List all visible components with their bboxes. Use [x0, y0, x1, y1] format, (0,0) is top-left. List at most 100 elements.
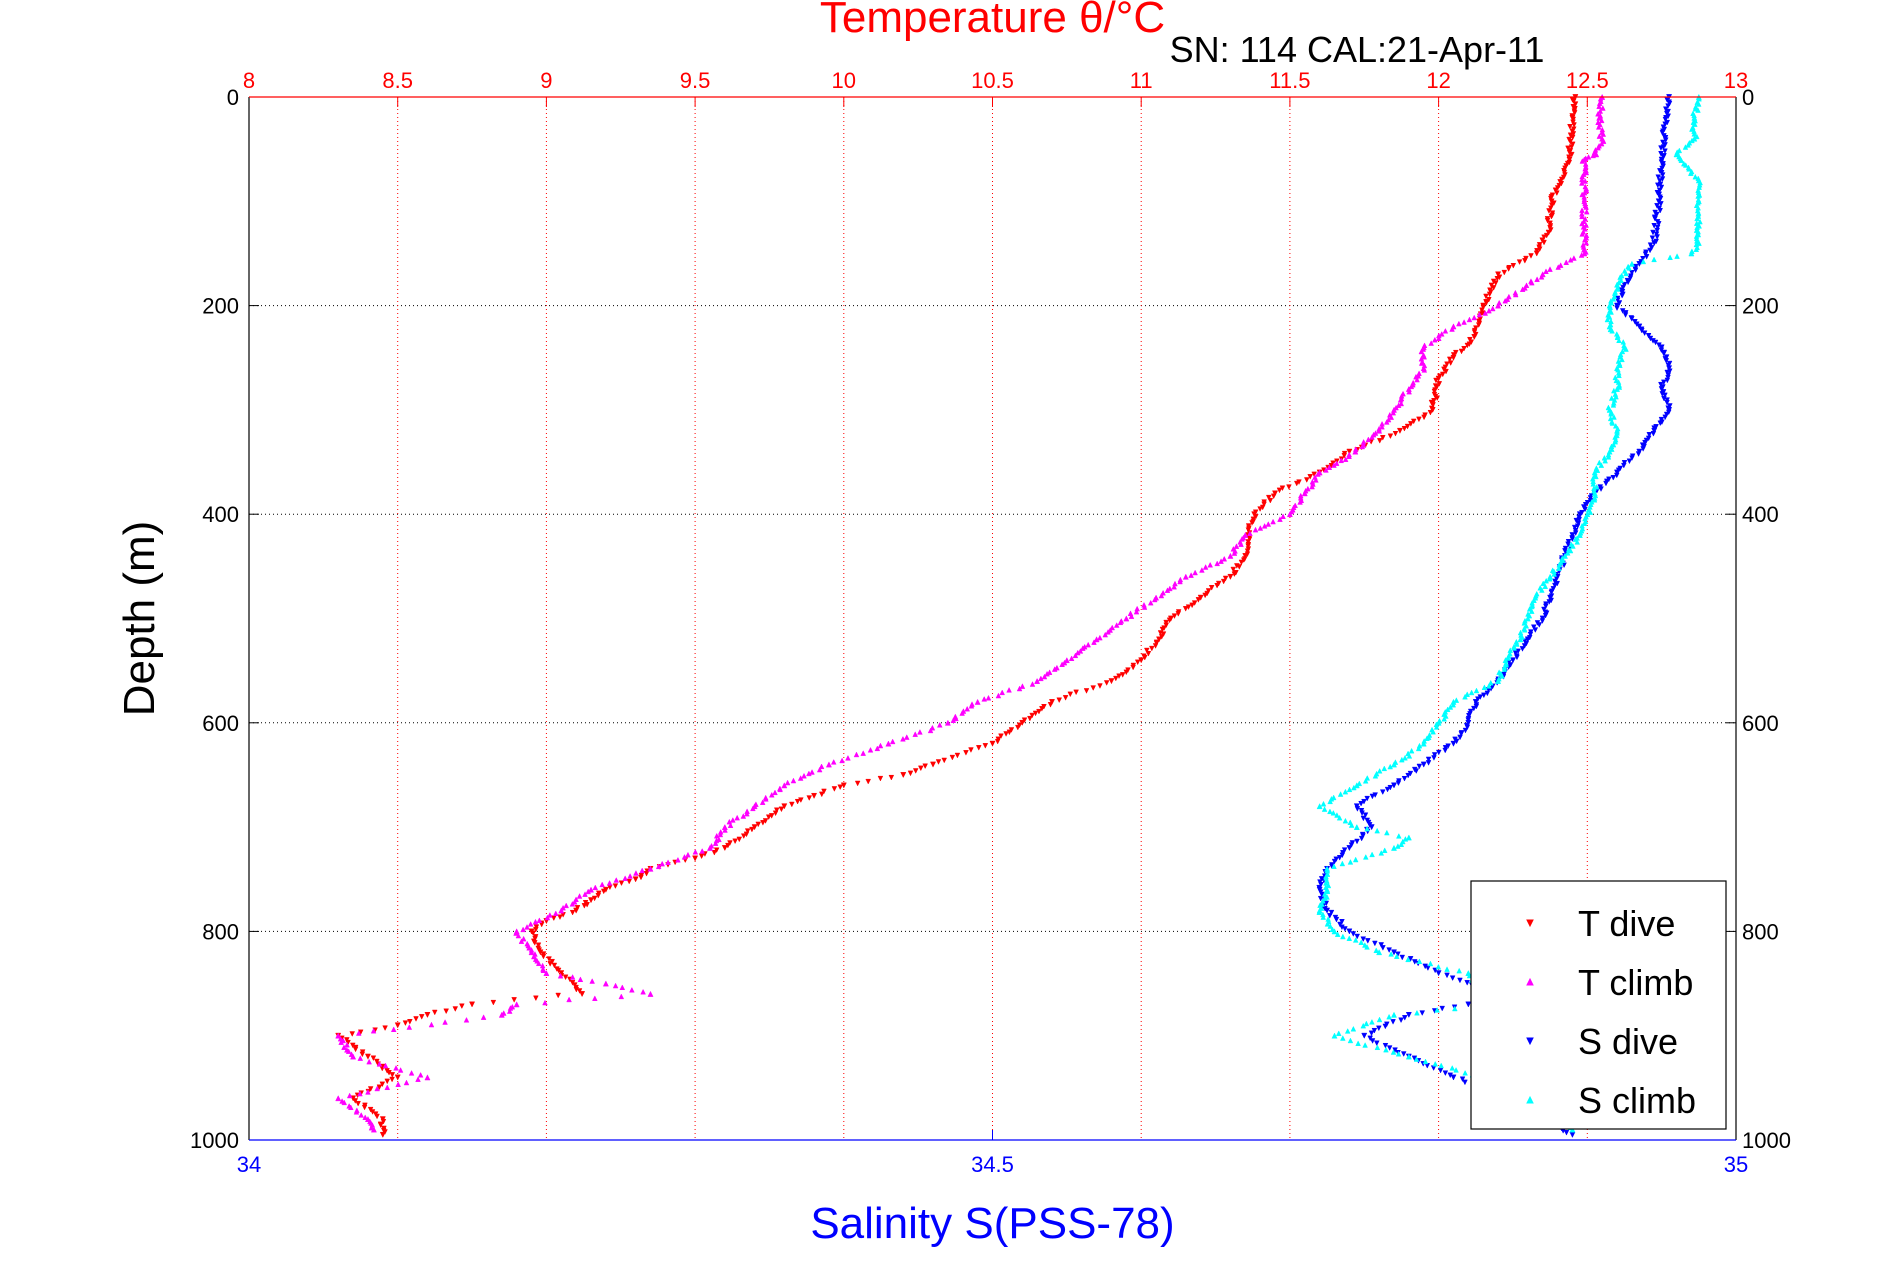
data-markers: [335, 93, 1703, 1138]
data-point: [1521, 626, 1528, 633]
data-point: [1552, 582, 1558, 589]
data-point: [357, 1055, 364, 1061]
data-point: [1365, 436, 1372, 443]
data-point: [374, 1113, 380, 1120]
data-point: [1414, 376, 1420, 383]
data-point: [1694, 215, 1700, 222]
data-point: [1379, 789, 1386, 796]
data-point: [1016, 685, 1023, 692]
data-point: [338, 1039, 344, 1045]
data-point: [1395, 1050, 1402, 1057]
y-tick-label-left: 200: [202, 294, 239, 319]
y-tick-label-right: 200: [1742, 294, 1779, 319]
data-point: [382, 1062, 389, 1069]
data-point: [1267, 497, 1274, 504]
data-point: [1334, 812, 1340, 818]
data-point: [1660, 350, 1667, 357]
data-point: [1348, 822, 1355, 828]
data-point: [1543, 577, 1550, 584]
data-point: [1610, 402, 1617, 408]
data-point: [544, 914, 551, 921]
data-point: [1442, 1070, 1449, 1077]
data-point: [600, 888, 607, 895]
data-point: [1505, 266, 1512, 272]
data-point: [1444, 361, 1450, 368]
data-point: [1338, 457, 1345, 464]
data-point: [1328, 909, 1335, 916]
data-point: [1029, 681, 1036, 687]
data-point: [581, 903, 588, 909]
data-point: [1481, 684, 1488, 690]
data-point: [1442, 745, 1449, 751]
data-point: [1464, 342, 1471, 349]
data-point: [1160, 631, 1167, 638]
data-point: [1511, 645, 1517, 651]
data-point: [1383, 1046, 1389, 1053]
data-point: [1692, 105, 1699, 112]
data-point: [527, 921, 534, 927]
data-point: [1342, 926, 1348, 932]
data-point: [1545, 229, 1552, 236]
data-point: [1330, 809, 1337, 816]
data-point: [349, 1031, 356, 1037]
data-point: [1598, 140, 1605, 147]
data-point: [1427, 960, 1434, 967]
data-point: [1398, 400, 1405, 407]
data-point: [1695, 101, 1702, 107]
data-point: [589, 978, 595, 984]
data-point: [374, 1085, 380, 1092]
data-point: [721, 845, 728, 852]
data-point: [765, 814, 772, 821]
data-point: [1602, 457, 1608, 464]
data-point: [566, 996, 572, 1003]
data-point: [1434, 1006, 1440, 1013]
data-point: [1495, 677, 1502, 684]
data-point: [1609, 327, 1615, 334]
data-point: [557, 914, 563, 921]
x-bottom-tick-label: 34: [237, 1152, 261, 1177]
data-point: [1342, 817, 1349, 824]
data-point: [1072, 652, 1079, 659]
data-point: [1595, 124, 1602, 130]
data-point: [655, 863, 662, 870]
data-point: [1662, 148, 1668, 155]
data-point: [1502, 297, 1509, 304]
data-point: [1654, 234, 1660, 240]
data-point: [1640, 258, 1647, 265]
data-point: [1354, 806, 1361, 812]
data-point: [825, 761, 832, 768]
data-point: [532, 918, 539, 925]
data-point: [536, 917, 543, 923]
data-point: [1029, 712, 1035, 719]
data-point: [1407, 956, 1414, 962]
data-point: [801, 772, 807, 779]
data-point: [1512, 291, 1519, 298]
data-point: [1322, 895, 1328, 902]
data-point: [1433, 377, 1439, 384]
data-point: [1524, 615, 1531, 622]
data-point: [1027, 715, 1033, 722]
data-point: [1346, 935, 1353, 941]
data-point: [1466, 713, 1472, 719]
data-point: [1405, 834, 1412, 841]
data-point: [811, 792, 818, 799]
data-point: [1458, 731, 1465, 737]
data-point: [1342, 788, 1349, 795]
data-point: [1651, 256, 1657, 263]
data-point: [1579, 231, 1586, 237]
data-point: [1450, 701, 1457, 708]
data-point: [1587, 509, 1594, 515]
data-point: [618, 993, 625, 1000]
data-point: [619, 984, 626, 991]
data-point: [831, 786, 838, 792]
data-point: [1222, 575, 1229, 582]
data-point: [1405, 1053, 1412, 1060]
data-point: [1327, 923, 1334, 929]
data-point: [912, 731, 919, 737]
data-point: [1581, 250, 1588, 257]
data-point: [394, 1074, 401, 1081]
data-point: [1425, 965, 1431, 971]
data-point: [722, 827, 728, 833]
data-point: [1034, 677, 1041, 684]
